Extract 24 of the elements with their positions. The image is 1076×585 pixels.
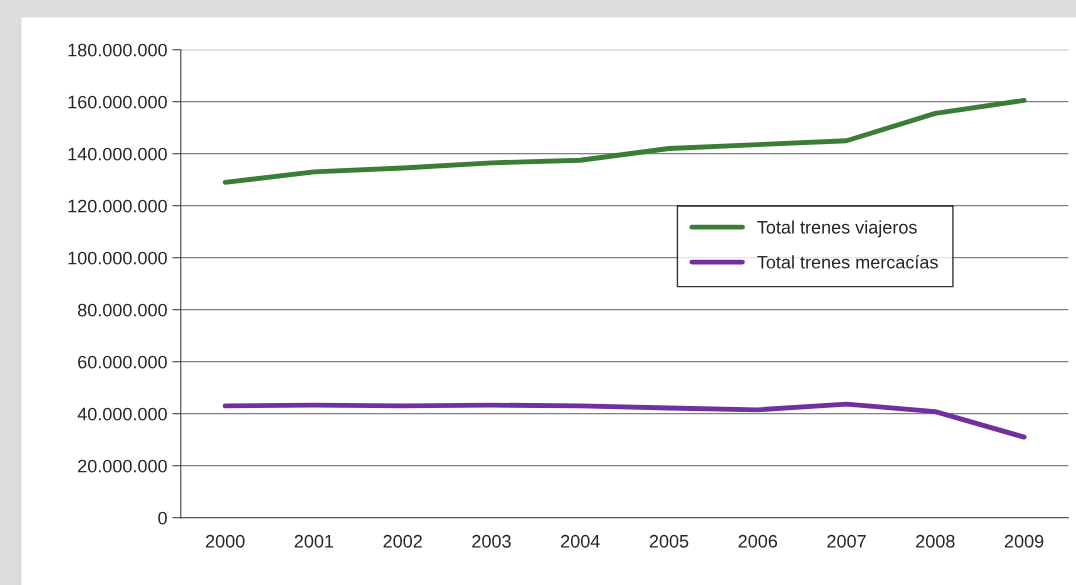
legend-label: Total trenes viajeros (757, 220, 917, 238)
line-series (222, 97, 1027, 185)
y-tick-label: 100.000.000 (68, 251, 167, 265)
x-tick-label: 2000 (205, 534, 245, 548)
x-tick-label: 2003 (472, 534, 511, 548)
x-tick-label: 2005 (649, 534, 689, 548)
x-tick-label: 2001 (294, 534, 334, 548)
line-series (222, 401, 1027, 440)
x-tick-label: 2007 (827, 534, 866, 548)
x-tick-label: 2008 (916, 534, 955, 548)
x-tick-label: 2009 (1004, 534, 1044, 548)
legend-label: Total trenes mercacías (757, 255, 938, 269)
y-tick-label: 140.000.000 (68, 147, 167, 161)
x-tick-label: 2006 (738, 534, 778, 548)
y-tick-label: 20.000.000 (78, 459, 167, 473)
y-tick-label: 60.000.000 (78, 355, 167, 369)
y-tick-label: 0 (158, 511, 167, 525)
y-tick-label: 40.000.000 (77, 407, 167, 421)
y-tick-label: 160.000.000 (68, 95, 167, 109)
x-tick-label: 2004 (561, 534, 600, 548)
y-tick-label: 120.000.000 (68, 199, 167, 213)
y-tick-label: 80.000.000 (78, 303, 167, 317)
y-tick-label: 180.000.000 (68, 43, 167, 57)
x-tick-label: 2002 (383, 534, 422, 548)
